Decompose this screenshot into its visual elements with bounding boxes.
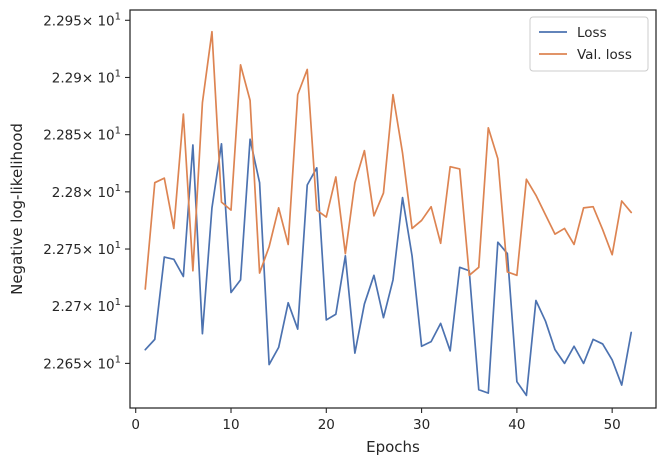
- y-tick-label: 2.265× 101: [43, 354, 121, 372]
- legend-label-0: Loss: [577, 25, 607, 41]
- series-layer: [144, 30, 633, 397]
- y-tick-mantissa: 2.27: [52, 299, 82, 315]
- y-axis-label: Negative log-likelihood: [8, 123, 26, 295]
- y-tick-exponent: 1: [115, 11, 121, 22]
- y-tick-mantissa: 2.275: [43, 242, 82, 258]
- y-tick-exponent: 1: [115, 68, 121, 79]
- legend-box: [529, 16, 649, 72]
- x-tick-label: 20: [318, 417, 335, 433]
- y-tick-label: 2.285× 101: [43, 126, 121, 144]
- plot-frame: [129, 9, 657, 409]
- y-tick-label: 2.275× 101: [43, 240, 121, 258]
- x-tick-label: 10: [222, 417, 239, 433]
- y-tick-multiplier: × 10: [82, 356, 115, 372]
- x-tick-label: 50: [604, 417, 621, 433]
- y-tick-mantissa: 2.285: [43, 128, 82, 144]
- y-tick-exponent: 1: [115, 297, 121, 308]
- y-tick-label: 2.28× 101: [52, 183, 121, 201]
- x-tick-label: 0: [131, 417, 140, 433]
- y-tick-exponent: 1: [115, 354, 121, 365]
- y-tick-label: 2.295× 101: [43, 11, 121, 29]
- y-tick-label: 2.29× 101: [52, 68, 121, 86]
- legend: Loss Val. loss: [529, 16, 649, 72]
- y-tick-exponent: 1: [115, 126, 121, 137]
- y-tick-exponent: 1: [115, 240, 121, 251]
- y-tick-mantissa: 2.28: [52, 185, 82, 201]
- y-tick-multiplier: × 10: [82, 13, 115, 29]
- y-tick-multiplier: × 10: [82, 299, 115, 315]
- y-tick-exponent: 1: [115, 183, 121, 194]
- series-line-0: [144, 138, 633, 397]
- y-tick-multiplier: × 10: [82, 128, 115, 144]
- y-tick-mantissa: 2.29: [52, 70, 82, 86]
- y-tick-mantissa: 2.265: [43, 356, 82, 372]
- y-tick-multiplier: × 10: [82, 242, 115, 258]
- legend-label-1: Val. loss: [577, 47, 632, 63]
- y-tick-multiplier: × 10: [82, 70, 115, 86]
- x-axis-label: Epochs: [366, 438, 420, 456]
- y-tick-label: 2.27× 101: [52, 297, 121, 315]
- x-tick-label: 30: [413, 417, 430, 433]
- y-tick-mantissa: 2.295: [43, 13, 82, 29]
- y-tick-multiplier: × 10: [82, 185, 115, 201]
- x-tick-label: 40: [508, 417, 525, 433]
- series-line-1: [144, 30, 633, 290]
- plot-area: [130, 10, 656, 408]
- x-axis-ticks: 0 10 20 30 40 50: [131, 408, 621, 433]
